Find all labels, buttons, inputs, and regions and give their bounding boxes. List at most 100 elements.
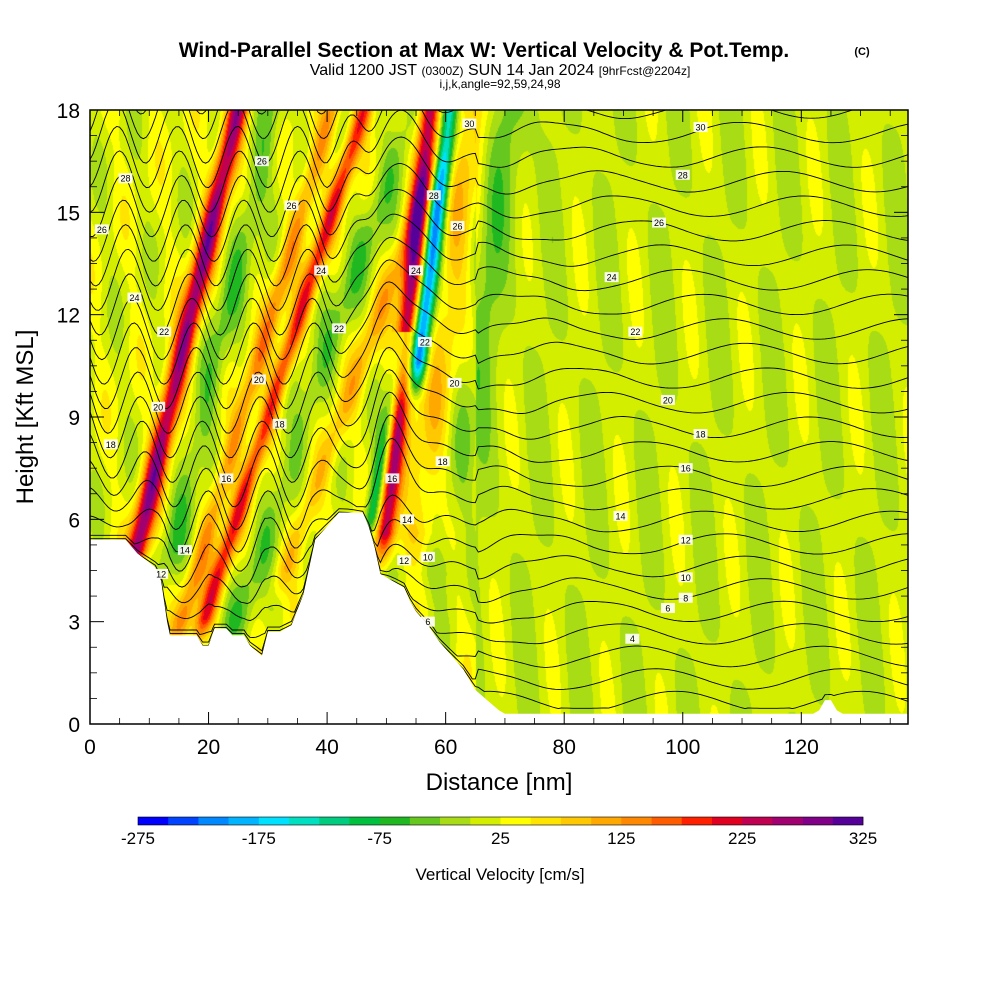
chart-subtitle: Valid 1200 JST (0300Z) SUN 14 Jan 2024 [… [310,62,691,79]
contour-label-bg [604,272,619,283]
contour-label-bg [420,616,435,627]
contour-label-text: 26 [452,221,462,231]
contour-label-text: 22 [159,327,169,337]
contour-label: 6 [420,616,435,627]
contour-label-bg [613,510,628,521]
contour-label-text: 22 [420,337,430,347]
contour-label-text: 20 [153,402,163,412]
terrain-profile [90,512,908,724]
y-tick-label: 0 [68,714,80,737]
theta-contour-26 [90,136,908,213]
contour-label-bg [151,401,166,412]
contour-label: 10 [420,551,435,562]
theta-contour-28 [90,110,908,164]
colorbar-swatch [319,817,350,825]
contour-label: 4 [625,633,640,644]
theta-contour-14 [90,414,908,508]
section-info-label: i,j,k,angle=92,59,24,98 [439,77,560,91]
theta-contour-12 [90,490,908,553]
contour-label-bg [678,592,693,603]
contour-label-bg [435,456,450,467]
colorbar-swatch [802,817,834,825]
contour-label-bg [157,326,172,337]
contour-label-bg [251,374,266,385]
contour-label-bg [409,265,424,276]
contour-label: 12 [397,555,412,566]
contour-label: 20 [447,377,462,388]
contour-label-text: 14 [616,511,626,521]
contour-label: 18 [435,456,450,467]
contour-label: 28 [118,173,133,184]
contour-label-bg [272,418,287,429]
contour-label-bg [314,265,329,276]
contour-label-text: 10 [681,573,691,583]
contour-label-text: 24 [607,273,617,283]
colorbar-tick-label: 125 [607,829,635,848]
contour-label-text: 12 [399,556,409,566]
contour-label-bg [447,377,462,388]
contour-label-bg [420,551,435,562]
contour-label-text: 18 [106,440,116,450]
contour-label: 14 [400,514,415,525]
contour-label-bg [385,473,400,484]
contour-label-text: 26 [257,157,267,167]
contour-label-text: 16 [681,464,691,474]
valid-time-label: Valid 1200 JST [310,62,418,79]
contour-label-bg [154,568,169,579]
theta-contour-20 [90,281,908,361]
contour-label-text: 20 [254,375,264,385]
contour-label-text: 28 [678,170,688,180]
contour-label: 24 [127,292,142,303]
contour-label-bg [625,633,640,644]
contour-label-bg [652,217,667,228]
theta-contour-16 [90,369,908,459]
contour-label-text: 12 [156,569,166,579]
contour-label-text: 24 [129,293,139,303]
colorbar-tick-label: 325 [849,829,877,848]
contour-label-bg [628,326,643,337]
y-tick-label: 18 [57,100,80,123]
contour-label-text: 28 [121,174,131,184]
contour-label: 16 [678,463,693,474]
contour-label-text: 24 [411,266,421,276]
colorbar-swatch [591,817,622,825]
contour-label-bg [400,514,415,525]
contour-label-text: 14 [402,515,412,525]
contour-label-text: 22 [334,324,344,334]
contour-label: 30 [693,122,708,133]
x-tick-label: 120 [784,736,819,759]
contour-label-text: 14 [180,546,190,556]
colorbar-swatch [651,817,683,825]
y-tick-label: 12 [57,305,80,328]
contour-label-bg [693,429,708,440]
contour-label-bg [675,169,690,180]
contour-label: 30 [462,118,477,129]
y-tick-label: 6 [68,509,80,532]
x-tick-label: 40 [315,736,338,759]
colorbar-swatch [681,817,713,825]
contour-label-bg [417,336,432,347]
contour-label: 22 [331,323,346,334]
theta-contour-10 [90,515,908,588]
colorbar-swatch [289,817,320,825]
theta-contour-29 [90,110,854,140]
contour-label: 20 [151,401,166,412]
contour-label-bg [103,439,118,450]
contour-label: 14 [613,510,628,521]
contour-label-text: 26 [654,218,664,228]
colorbar-swatch [349,817,380,825]
theta-contour-19 [90,303,908,385]
colorbar-swatch [198,817,229,825]
colorbar-tick-label: 25 [491,829,510,848]
contour-label-bg [219,473,234,484]
contour-label-bg [462,118,477,129]
contour-label: 18 [103,439,118,450]
colorbar-swatch [440,817,471,825]
colorbar-swatch [470,817,501,825]
colorbar-swatch [711,817,743,825]
theta-contour-17 [90,346,908,434]
contour-label: 26 [254,156,269,167]
y-tick-label: 3 [68,612,80,635]
colorbar-title: Vertical Velocity [cm/s] [415,865,584,884]
plot-area: 28 26 24 22 20 18 14 12 26 26 24 22 20 18 16 30 28 26 24 22… [90,110,908,724]
